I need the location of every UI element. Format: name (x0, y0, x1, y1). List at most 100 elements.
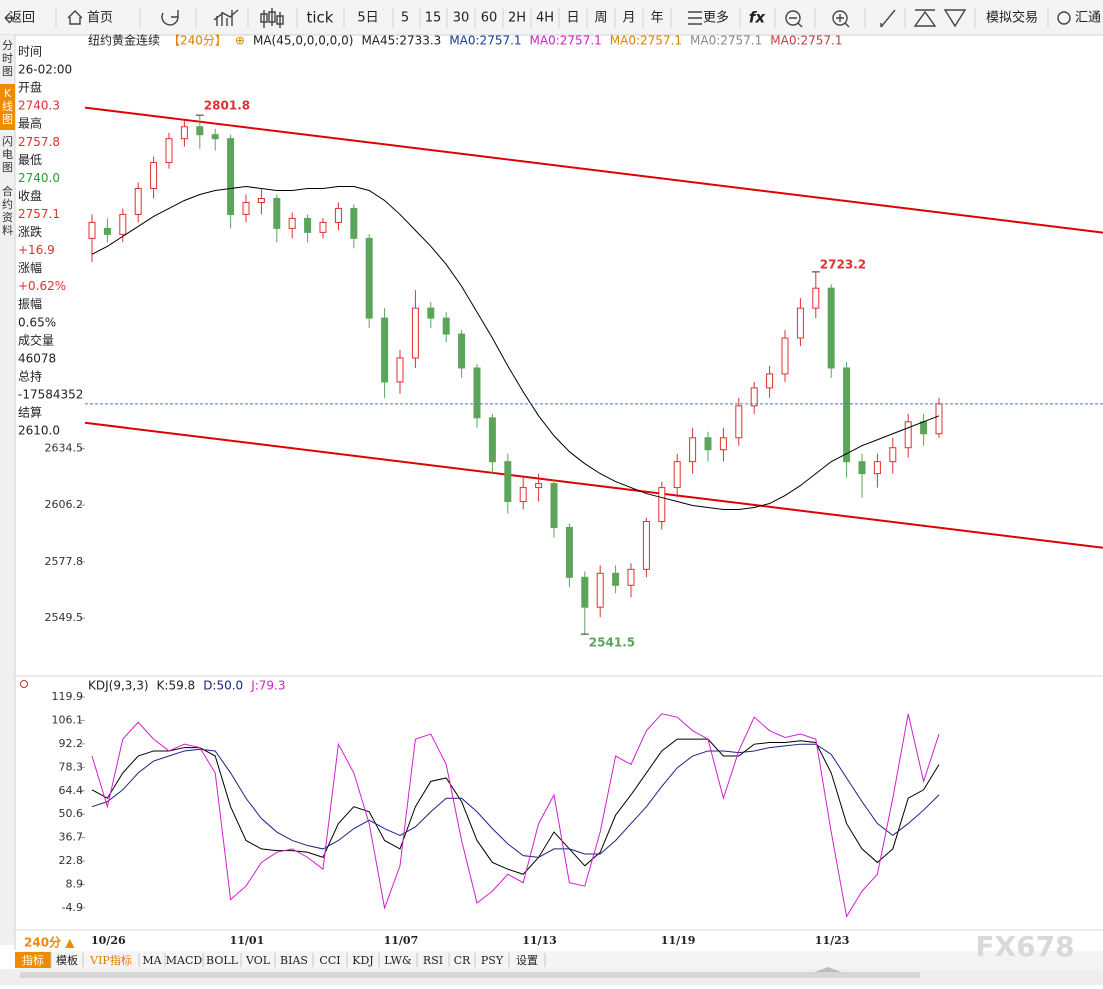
candle-body (812, 287, 820, 309)
indicator-tab[interactable]: 模板 (56, 953, 78, 967)
candle-icon[interactable] (260, 8, 284, 28)
home-icon[interactable] (67, 10, 83, 25)
settings-icon[interactable] (20, 680, 28, 688)
candle-body (612, 572, 620, 586)
toolbar-button[interactable]: 周 (594, 11, 607, 26)
side-tab[interactable]: 分时图 (2, 39, 13, 78)
info-label: 总持 (18, 368, 42, 383)
refresh-icon[interactable] (161, 10, 179, 26)
hutong-icon[interactable] (1057, 11, 1071, 25)
indicator-tab[interactable]: BOLL (206, 954, 239, 967)
zoom-out-icon[interactable] (785, 10, 801, 26)
back-icon[interactable] (4, 12, 15, 24)
legend-entry: MA0:2757.1 (690, 34, 762, 48)
toolbar-button[interactable]: 15 (425, 11, 442, 26)
indicator-tab[interactable]: RSI (423, 954, 443, 967)
candle-body (504, 461, 512, 503)
legend-entry: K:59.8 (157, 679, 196, 693)
side-tab-active (0, 84, 15, 130)
candle-body (596, 572, 604, 608)
toolbar-button[interactable]: 5 (401, 11, 409, 26)
candle-body (658, 487, 666, 522)
indicator-tab[interactable]: BIAS (280, 954, 308, 967)
toolbar-button[interactable]: 首页 (87, 11, 113, 26)
info-value: 0.65% (18, 315, 56, 329)
toolbar-button[interactable]: 更多 (703, 10, 729, 26)
indicator-tab[interactable]: LW& (384, 954, 412, 967)
y-tick-label: 119.9 (52, 690, 84, 703)
period-button[interactable]: 240分 ▲ (24, 935, 75, 950)
toolbar-button[interactable]: 30 (453, 11, 470, 26)
pen-icon[interactable] (880, 9, 896, 28)
side-tab[interactable]: K 线图 (2, 87, 13, 126)
info-label: 涨跌 (18, 224, 42, 239)
indicator-tab[interactable]: 设置 (516, 954, 538, 967)
candle-body (488, 417, 496, 463)
info-value: -17584352 (18, 387, 83, 401)
candle-body (565, 526, 573, 578)
indicator-tab[interactable]: VOL (245, 954, 271, 967)
x-tick-label: 11/01 (230, 934, 265, 947)
extreme-label: 2723.2 (820, 257, 866, 271)
candle-body (165, 138, 173, 164)
toolbar-button[interactable]: 5日 (357, 11, 378, 26)
toolbar-button[interactable]: fx (749, 9, 767, 27)
toolbar-button[interactable]: 60 (481, 11, 498, 26)
legend-entry: MA0:2757.1 (610, 34, 682, 48)
extreme-label: 2801.8 (204, 99, 250, 113)
candle-body (427, 307, 435, 319)
side-tab[interactable]: 闪电图 (2, 134, 13, 174)
content: 返回 首页 tick 5日 5 15 30 60 2H 4H 日周月年 更多 fx 模拟交易 汇通分时图 K 线… (0, 8, 1103, 968)
legend-entry: MA0:2757.1 (449, 34, 521, 48)
indicator-tab[interactable]: MA (142, 954, 162, 967)
info-value: +16.9 (18, 243, 55, 257)
candle-body (473, 367, 481, 419)
legend-entry: 纽约黄金连续 (88, 33, 160, 48)
x-tick-label: 11/23 (815, 934, 850, 947)
x-tick-label: 11/07 (384, 934, 419, 947)
toolbar-button[interactable]: 日 (566, 11, 579, 26)
toolbar-button[interactable]: 年 (650, 11, 663, 26)
indicator-tab[interactable]: CR (454, 954, 471, 967)
candle-body (920, 421, 928, 435)
scrollbar[interactable] (20, 972, 920, 978)
candle-body (689, 437, 697, 463)
side-tab[interactable]: 合约资料 (2, 184, 13, 237)
candle-body (750, 387, 758, 407)
down-triangle-icon[interactable] (943, 9, 967, 28)
info-label: 成交量 (18, 332, 54, 347)
toolbar-button[interactable]: tick (307, 9, 334, 27)
y-tick-label: 50.6 (59, 807, 84, 820)
info-value: +0.62% (18, 279, 66, 293)
indicator-tab[interactable]: CCI (319, 954, 340, 967)
candle-body (180, 126, 188, 140)
y-tick-label: 8.9 (66, 878, 84, 891)
candle-body (196, 126, 204, 136)
candle-body (935, 403, 943, 435)
triangle-icon[interactable] (913, 9, 937, 27)
candle-body (858, 461, 866, 475)
chart-icon[interactable] (213, 9, 239, 26)
indicator-tab[interactable]: 指标 (22, 953, 44, 967)
scroll-handle[interactable] (815, 967, 841, 972)
candle-body (411, 307, 419, 359)
indicator-tab[interactable]: KDJ (352, 954, 373, 967)
legend-entry: MA(45,0,0,0,0,0) (253, 34, 353, 48)
more-icon[interactable] (688, 11, 702, 25)
toolbar-button[interactable]: 返回 (9, 11, 35, 26)
info-label: 涨幅 (18, 260, 42, 275)
toolbar-button[interactable]: 月 (622, 11, 635, 26)
candle-body (673, 461, 681, 489)
toolbar-button[interactable]: 模拟交易 (986, 10, 1038, 26)
indicator-tab[interactable]: VIP指标 (89, 953, 132, 967)
toolbar-bg (0, 0, 1103, 35)
indicator-tab[interactable]: PSY (481, 954, 504, 967)
candle-body (889, 447, 897, 463)
toolbar-button[interactable]: 2H (508, 11, 526, 26)
toolbar-button[interactable]: 4H (536, 11, 554, 26)
toolbar-button[interactable]: 汇通 (1075, 11, 1101, 26)
indicator-tab[interactable]: MACD (166, 954, 203, 967)
zoom-in-icon[interactable] (832, 10, 848, 26)
info-label: 振幅 (18, 296, 42, 311)
